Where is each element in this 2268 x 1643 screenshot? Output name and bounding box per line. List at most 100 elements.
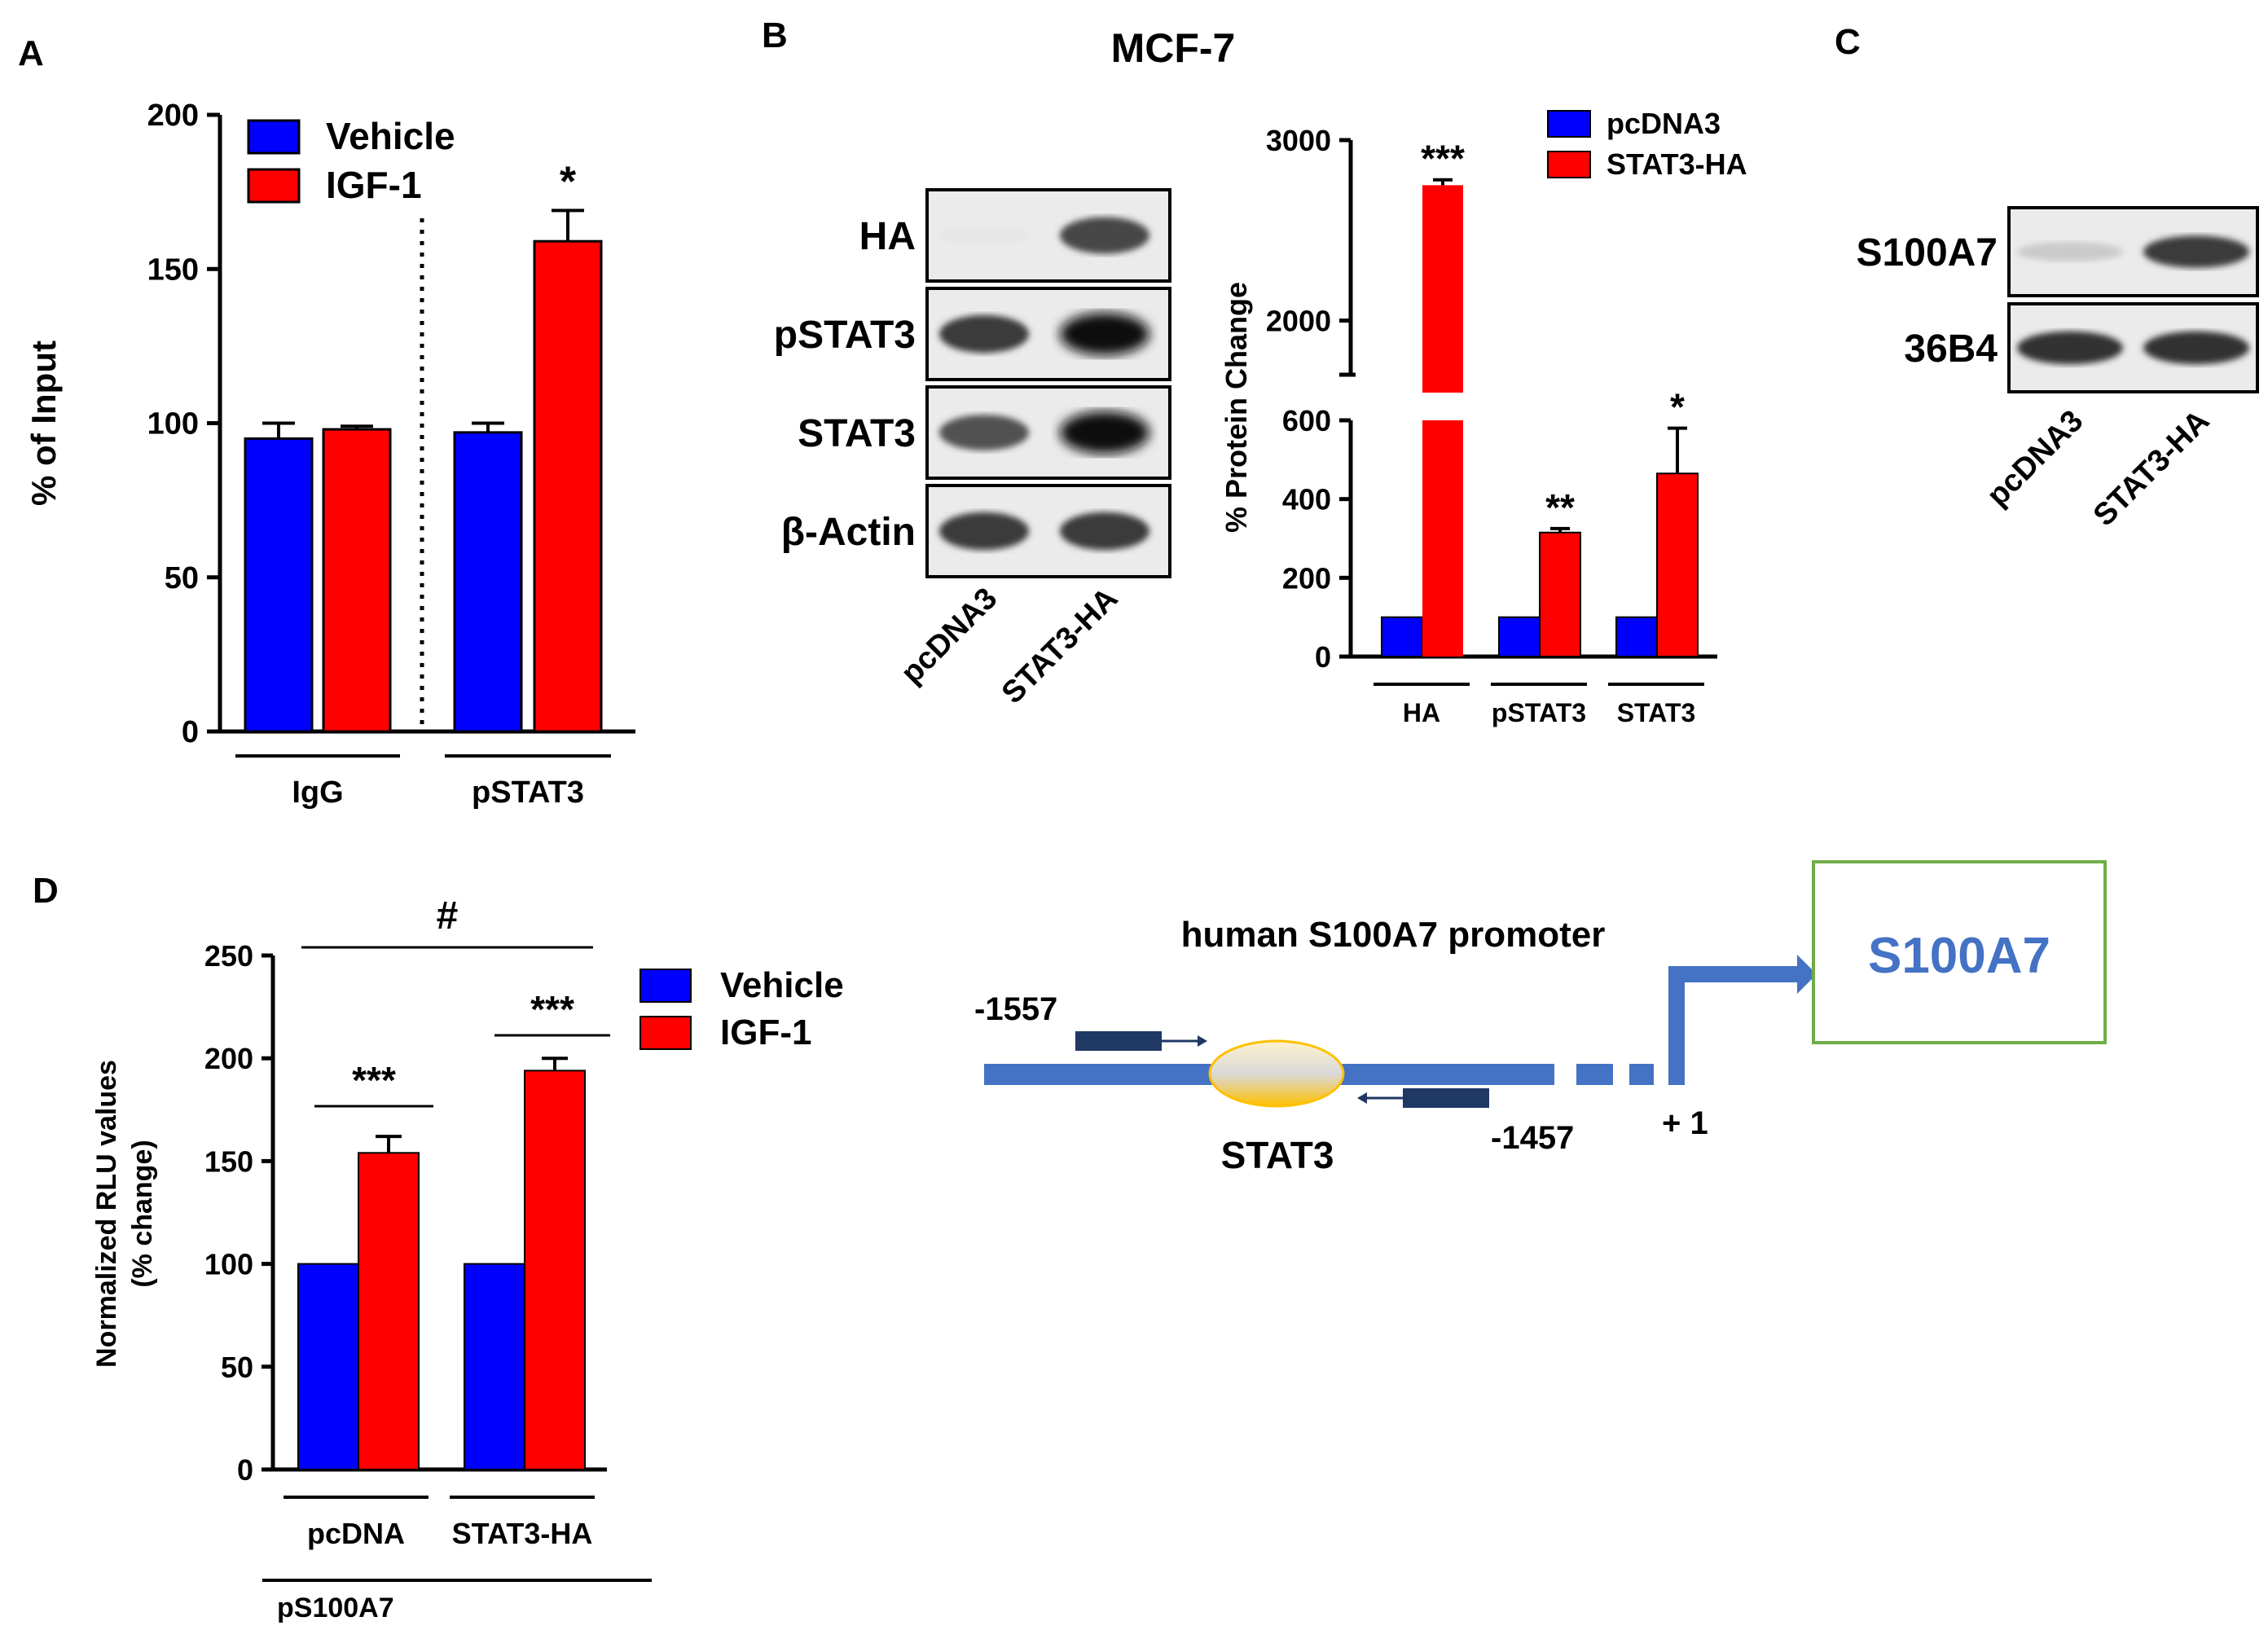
panel-letter-a: A <box>18 33 44 73</box>
b-bar <box>1656 472 1699 657</box>
b-bar <box>1615 616 1658 658</box>
c-blot-band <box>2017 331 2123 365</box>
stat3-label: STAT3 <box>1221 1134 1334 1176</box>
b-blot-band <box>939 225 1029 246</box>
d-group-label: STAT3-HA <box>452 1517 593 1550</box>
b-blot-band <box>1060 411 1149 454</box>
b-blot-row-label: HA <box>859 215 916 258</box>
a-y-axis-label: % of Input <box>24 340 63 506</box>
a-significance-star: * <box>560 158 577 205</box>
b-blot-band <box>939 415 1029 450</box>
d-y-tick-label: 150 <box>204 1144 253 1178</box>
a-group-label: IgG <box>292 775 343 810</box>
d-bar <box>524 1070 586 1470</box>
tss-arrowhead <box>1797 955 1817 994</box>
d-significance-star: *** <box>530 988 574 1030</box>
b-blot-row-label: pSTAT3 <box>774 314 916 357</box>
b-group-label: STAT3 <box>1617 698 1696 727</box>
d-bar <box>358 1152 420 1470</box>
panel-b-title: MCF-7 <box>1111 25 1236 71</box>
d-legend-swatch <box>640 969 692 1003</box>
a-group-label: pSTAT3 <box>472 775 584 810</box>
tss-label: + 1 <box>1662 1105 1708 1141</box>
a-bar <box>322 428 392 733</box>
d-y-tick-label: 100 <box>204 1248 253 1281</box>
panel-letter-d: D <box>33 871 59 911</box>
d-y-axis-label-line1: Normalized RLU values <box>91 1060 122 1368</box>
d-significance-star: *** <box>352 1059 396 1101</box>
reverse-primer <box>1403 1088 1489 1108</box>
b-y-tick-label: 200 <box>1282 561 1331 595</box>
b-bar-lower <box>1422 420 1463 657</box>
c-blot-lane-label: STAT3-HA <box>2087 404 2217 534</box>
d-caption-label: pS100A7 <box>277 1592 394 1623</box>
d-y-tick-label: 50 <box>221 1351 253 1384</box>
b-significance-star: *** <box>1421 138 1465 180</box>
b-blot-lane-label: pcDNA3 <box>894 582 1004 691</box>
b-legend-swatch <box>1547 110 1591 138</box>
c-blot-band <box>2017 242 2123 261</box>
tss-horizontal <box>1668 966 1799 982</box>
b-blot-lane-label: STAT3-HA <box>996 582 1125 711</box>
promoter-dash <box>1629 1064 1654 1085</box>
b-y-tick-label: 400 <box>1282 483 1331 516</box>
b-legend-label: STAT3-HA <box>1606 147 1747 181</box>
panel-a-chart: 0 50 100 150 200 % of Input IgG pSTAT3 Vehicle IG… <box>24 99 635 810</box>
d-y-axis-label-line2: (% change) <box>127 1140 158 1287</box>
tss-vertical <box>1668 966 1685 1085</box>
panel-letter-c: C <box>1835 22 1861 62</box>
panel-letter-b: B <box>762 15 788 55</box>
position-right-label: -1457 <box>1491 1120 1574 1156</box>
a-y-tick-label: 200 <box>147 99 199 133</box>
a-legend-label: IGF-1 <box>326 164 422 206</box>
b-y-axis-label: % Protein Change <box>1220 282 1253 533</box>
a-legend-swatch <box>247 168 301 204</box>
b-y-tick-label: 2000 <box>1266 305 1331 338</box>
b-blot-band <box>939 314 1029 354</box>
d-legend-swatch <box>640 1016 692 1050</box>
d-y-tick-label: 0 <box>237 1453 253 1487</box>
b-blot-band <box>1060 217 1149 254</box>
b-y-tick-label: 0 <box>1315 640 1331 674</box>
b-group-label: pSTAT3 <box>1492 698 1586 727</box>
c-blot-lane-label: pcDNA3 <box>1980 404 2090 513</box>
c-blot-row-label: S100A7 <box>1857 231 1998 275</box>
a-legend-label: Vehicle <box>326 115 455 157</box>
a-bar <box>453 431 523 733</box>
gene-box <box>1812 860 2107 1044</box>
a-y-tick-label: 0 <box>182 715 199 749</box>
d-legend-label: Vehicle <box>720 965 844 1005</box>
b-blot-row-label: STAT3 <box>798 412 916 455</box>
forward-primer <box>1075 1031 1162 1051</box>
b-blot-band <box>1060 313 1149 355</box>
b-y-tick-label: 600 <box>1282 404 1331 437</box>
a-y-tick-label: 50 <box>165 561 199 595</box>
b-bar-upper <box>1422 185 1463 393</box>
b-bar <box>1498 616 1541 658</box>
b-bar <box>1381 616 1423 658</box>
d-legend-label: IGF-1 <box>720 1013 811 1052</box>
reverse-primer-arrowhead <box>1357 1092 1367 1104</box>
d-bar <box>464 1263 525 1470</box>
a-y-tick-label: 150 <box>147 253 199 287</box>
forward-primer-arrowhead <box>1198 1035 1207 1047</box>
c-blot-band <box>2143 331 2249 365</box>
a-legend-swatch <box>247 119 301 155</box>
promoter-title: human S100A7 promoter <box>1181 915 1606 955</box>
promoter-dash <box>1576 1064 1613 1085</box>
gene-label: S100A7 <box>1868 928 2050 984</box>
a-bar <box>533 239 603 733</box>
b-blot-band <box>939 512 1029 551</box>
b-legend-label: pcDNA3 <box>1606 107 1721 140</box>
b-bar <box>1539 531 1581 657</box>
b-y-tick-label: 3000 <box>1266 124 1331 157</box>
a-y-tick-label: 100 <box>147 407 199 442</box>
stat3-binding-site <box>1208 1039 1345 1108</box>
a-bar <box>244 437 314 733</box>
b-blot-band <box>1060 512 1149 551</box>
d-y-tick-label: 200 <box>204 1042 253 1075</box>
